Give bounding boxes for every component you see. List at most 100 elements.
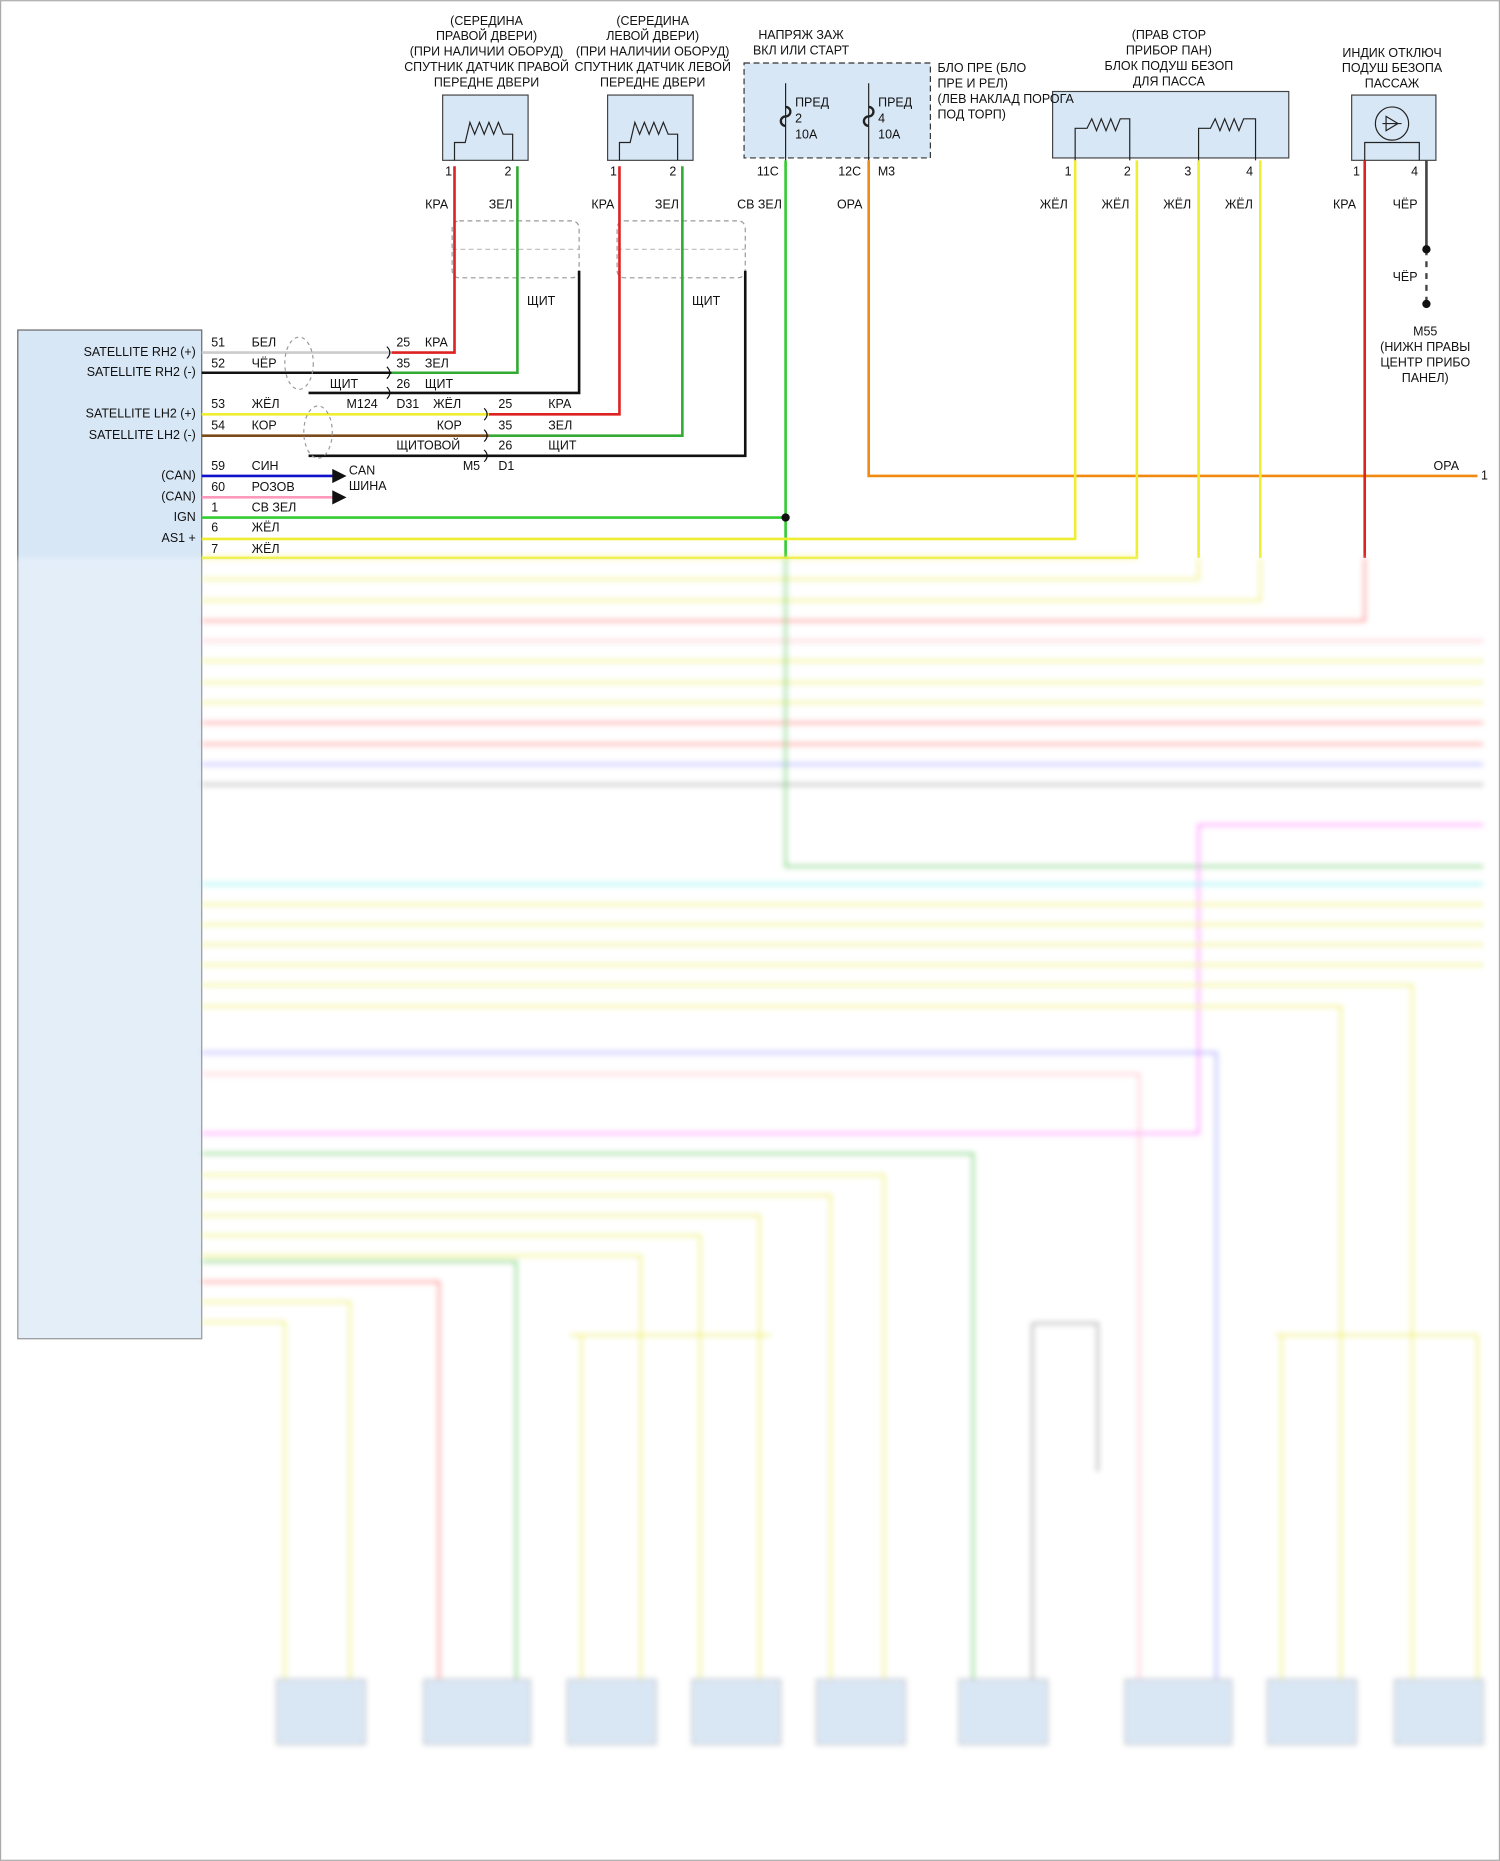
pin-label: SATELLITE LH2 (+) (86, 407, 196, 421)
connector-label: КРА (548, 397, 572, 411)
location-line: (ЛЕВ НАКЛАД ПОРОГА (937, 92, 1074, 106)
connector-label: 26 (498, 439, 512, 453)
connector-label: ЩИТОВОЙ (396, 438, 460, 453)
connector-label: 1 (1481, 468, 1488, 482)
title-line: ИНДИК ОТКЛЮЧ (1342, 46, 1441, 60)
wire-color: КРА (591, 198, 615, 212)
connector-label: ЩИТ (548, 439, 577, 453)
title-line: (ПРАВ СТОР (1132, 28, 1206, 42)
pin: 60 (211, 480, 225, 494)
pin: 59 (211, 459, 225, 473)
wire-color: КРА (425, 198, 449, 212)
title-line: ПЕРЕДНЕ ДВЕРИ (600, 75, 705, 89)
pin: 7 (211, 542, 218, 556)
connector-label: ЩИТ (330, 377, 359, 391)
connector-label: 35 (396, 357, 410, 371)
blurred-section (0, 556, 1500, 1861)
wire-color: ЖЁЛ (1102, 198, 1130, 212)
title-line: БЛОК ПОДУШ БЕЗОП (1105, 59, 1234, 73)
fuse-label: ПРЕД (878, 96, 913, 110)
wire-color: ЧЁР (1393, 198, 1418, 212)
title-line: НАПРЯЖ ЗАЖ (758, 28, 844, 42)
wire-color: РОЗОВ (252, 480, 295, 494)
wire-color: ЧЁР (1393, 270, 1418, 284)
pin: 4 (1246, 164, 1253, 178)
wire-color: ЧЁР (252, 357, 277, 371)
fuse (779, 105, 792, 128)
pin: 3 (1184, 164, 1191, 178)
connector-label: D1 (498, 459, 514, 473)
fuse-label: 10A (795, 128, 818, 142)
connector-label: 25 (396, 335, 410, 349)
pin: 6 (211, 521, 218, 535)
pin: M3 (878, 164, 895, 178)
connector-label: 26 (396, 377, 410, 391)
ground-label: ПАНЕЛ) (1402, 371, 1449, 385)
title-line: ПОДУШ БЕЗОПА (1342, 61, 1443, 75)
connector-label: КОР (437, 418, 462, 432)
left-sensor (607, 94, 694, 161)
pin: 4 (1411, 164, 1418, 178)
resistor (1074, 117, 1131, 161)
right-sensor (442, 94, 529, 161)
connector-label: ЖЁЛ (433, 397, 461, 411)
connector-label: 35 (498, 418, 512, 432)
connector-label: ОРА (1434, 459, 1460, 473)
wire-color: ЩИТ (527, 294, 556, 308)
pin: 51 (211, 335, 225, 349)
wire-color: ЩИТ (692, 294, 721, 308)
location-line: ПРЕ И РЕЛ) (937, 77, 1007, 91)
passenger-block (1052, 90, 1290, 159)
pin: 2 (1124, 164, 1131, 178)
location-line: БЛО ПРЕ (БЛО (937, 61, 1026, 75)
connector-label: 25 (498, 397, 512, 411)
title-line: ПАССАЖ (1365, 77, 1420, 91)
shield (451, 220, 580, 279)
connector-label: ЩИТ (425, 377, 454, 391)
pin: 2 (669, 164, 676, 178)
pin: 54 (211, 418, 225, 432)
wire-color: КРА (1333, 198, 1357, 212)
wire-color: СВ ЗЕЛ (252, 500, 297, 514)
wire-color: ЖЁЛ (252, 542, 280, 556)
ground-label: ЦЕНТР ПРИБО (1380, 356, 1470, 370)
title-line: ПРИБОР ПАН) (1126, 43, 1212, 57)
fuse-block (743, 62, 931, 159)
title-line: ПЕРЕДНЕ ДВЕРИ (434, 75, 539, 89)
connector-label: D31 (396, 397, 419, 411)
ground-label: M55 (1413, 325, 1437, 339)
connector-label: M5 (463, 459, 480, 473)
title-line: (СЕРЕДИНА (450, 14, 523, 28)
pin: 1 (1065, 164, 1072, 178)
pin: 12C (838, 164, 861, 178)
fuse-label: ПРЕД (795, 96, 830, 110)
pin: 53 (211, 397, 225, 411)
connector-label: ЗЕЛ (425, 357, 449, 371)
title-line: (ПРИ НАЛИЧИИ ОБОРУД) (576, 45, 730, 59)
title-line: ДЛЯ ПАССА (1133, 74, 1206, 88)
pin: 1 (211, 500, 218, 514)
wire-color: ОРА (837, 198, 863, 212)
connector-label: КРА (425, 335, 449, 349)
connector-label: ЗЕЛ (548, 418, 572, 432)
pin: 11C (757, 164, 779, 178)
wire-color: БЕЛ (252, 335, 277, 349)
connector-label: M124 (347, 397, 378, 411)
pin: 1 (1353, 164, 1360, 178)
wire-color: ЖЁЛ (1040, 198, 1068, 212)
location-line: ПОД ТОРП) (937, 108, 1005, 122)
pin-label: IGN (174, 510, 196, 524)
wire-color: ЗЕЛ (489, 198, 513, 212)
bus-label: CAN (349, 464, 375, 478)
resistor (453, 120, 514, 161)
title-line: ВКЛ ИЛИ СТАРТ (753, 43, 850, 57)
pin-label: (CAN) (161, 468, 196, 482)
wire-color: КОР (252, 418, 277, 432)
indicator (1351, 94, 1437, 161)
pin: 2 (504, 164, 511, 178)
fuse (862, 105, 875, 128)
wire-color: СВ ЗЕЛ (737, 198, 782, 212)
bus-label: ШИНА (349, 479, 387, 493)
pin: 52 (211, 357, 225, 371)
